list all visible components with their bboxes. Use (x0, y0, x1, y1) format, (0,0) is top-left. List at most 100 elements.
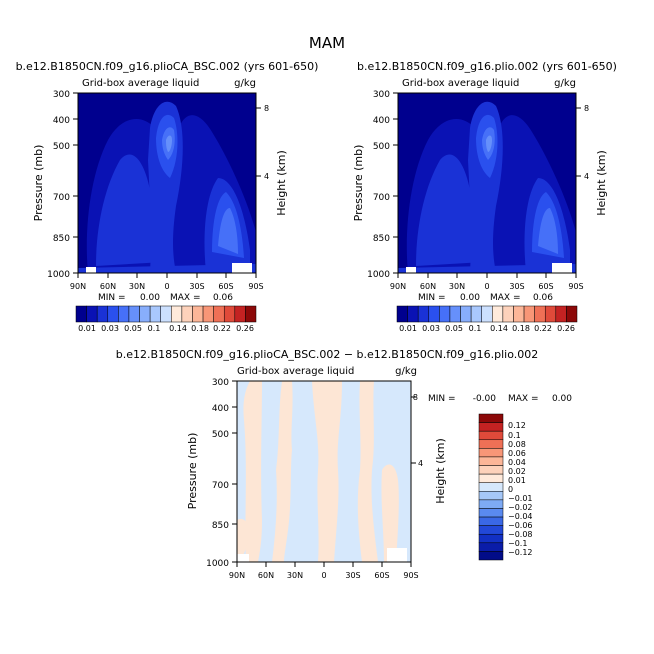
panel-1-xtick-90n: 90N (70, 282, 86, 291)
panel-3-colorbar-label: −0.04 (508, 512, 533, 521)
panel-1-ytick-1000: 1000 (47, 270, 70, 280)
colorbar-swatch (544, 305, 557, 323)
panel-2-title: b.e12.B1850CN.f09_g16.plio.002 (yrs 601-… (357, 60, 617, 73)
panel-3-subtitle-left: Grid-box average liquid (237, 366, 354, 377)
panel-3-colorbar-label: −0.1 (508, 539, 527, 548)
panel-1-colorbar (75, 305, 257, 323)
panel-2-ytick-500: 500 (373, 142, 390, 152)
panel-3-colorbar-label: −0.08 (508, 530, 533, 539)
panel-3-terrain-mask (387, 548, 407, 562)
panel-2-colorbar-label: 0.22 (534, 324, 552, 333)
colorbar-swatch (245, 305, 257, 323)
panel-2-subtitle-left: Grid-box average liquid (402, 78, 519, 89)
panel-3-contour-positive-band (272, 381, 293, 562)
panel-3-ytick-500: 500 (212, 430, 229, 440)
panel-2-terrain-mask (552, 263, 572, 273)
panel-3-colorbar-label: −0.06 (508, 521, 533, 530)
panel-1-terrain-mask (86, 267, 96, 273)
panel-3-contour-positive-band (312, 381, 342, 562)
panel-2-contour-level-3 (416, 154, 484, 266)
panel-1-xtick-0: 0 (164, 282, 169, 291)
panel-3-ticks (232, 380, 416, 567)
colorbar-swatch (534, 305, 546, 323)
panel-2-max-label: MAX = (490, 293, 521, 303)
panel-3-ytick-400: 400 (212, 404, 229, 414)
colorbar-swatch (202, 305, 214, 323)
panel-3: b.e12.B1850CN.f09_g16.plioCA_BSC.002 − b… (116, 348, 572, 580)
panel-2-min-value: 0.00 (460, 293, 480, 303)
panel-1-xtick-60n: 60N (100, 282, 116, 291)
colorbar-swatch (75, 305, 87, 323)
colorbar-swatch (478, 482, 504, 492)
colorbar-swatch (478, 491, 504, 501)
panel-1-ytick-700: 700 (53, 193, 70, 203)
colorbar-swatch (86, 305, 98, 323)
panel-2-colorbar-label: 0.14 (490, 324, 508, 333)
colorbar-swatch (492, 305, 504, 323)
panel-3-xtick-90s: 90S (403, 571, 418, 580)
colorbar-swatch (192, 305, 204, 323)
panel-3-ylabel: Pressure (mb) (186, 433, 199, 510)
panel-3-xtick-30n: 30N (287, 571, 303, 580)
panel-3-ylabel-right: Height (km) (434, 438, 447, 504)
panel-1-contour-level-3 (96, 154, 164, 266)
panel-3-colorbar (478, 413, 504, 561)
panel-1-max-value: 0.06 (213, 293, 233, 303)
panel-2-colorbar (396, 305, 578, 323)
colorbar-swatch (223, 305, 236, 323)
panel-2-colorbar-label: 0.01 (399, 324, 417, 333)
panel-2-subtitle-right: g/kg (554, 78, 576, 89)
colorbar-swatch (478, 551, 504, 561)
colorbar-swatch (478, 439, 504, 449)
colorbar-swatch (513, 305, 525, 323)
panel-2-colorbar-label: 0.26 (557, 324, 575, 333)
colorbar-swatch (407, 305, 419, 323)
panel-2-ticks (393, 92, 581, 278)
panel-1-subtitle-left: Grid-box average liquid (82, 78, 199, 89)
panel-2-ytick-right-8: 8 (584, 104, 589, 113)
panel-2-min-label: MIN = (418, 293, 446, 303)
colorbar-swatch (160, 305, 172, 323)
colorbar-swatch (107, 305, 119, 323)
panel-3-ytick-1000: 1000 (206, 559, 229, 569)
panel-3-colorbar-label: 0.08 (508, 440, 526, 449)
panel-3-colorbar-label: 0 (508, 485, 513, 494)
panel-3-colorbar-label: 0.06 (508, 449, 526, 458)
panel-3-ytick-right-8: 8 (413, 393, 418, 402)
panel-2-ylabel: Pressure (mb) (352, 145, 365, 222)
panel-2-ytick-right-4: 4 (584, 172, 589, 181)
panel-3-xtick-30s: 30S (345, 571, 360, 580)
panel-1-colorbar-label: 0.14 (169, 324, 187, 333)
panel-1-colorbar-label: 0.05 (124, 324, 142, 333)
colorbar-swatch (139, 305, 151, 323)
panel-2-terrain-mask (406, 267, 416, 273)
panel-2-contour-level-11 (398, 264, 576, 273)
colorbar-swatch (478, 422, 504, 432)
colorbar-swatch (481, 305, 493, 323)
colorbar-swatch (234, 305, 246, 323)
panel-3-contour-positive-band (381, 464, 399, 562)
panel-1-ytick-500: 500 (53, 142, 70, 152)
panel-1-ytick-300: 300 (53, 90, 70, 100)
panel-3-title: b.e12.B1850CN.f09_g16.plioCA_BSC.002 − b… (116, 348, 538, 361)
colorbar-swatch (128, 305, 140, 323)
panel-1-colorbar-label: 0.01 (78, 324, 96, 333)
panel-1-ytick-right-8: 8 (264, 104, 269, 113)
colorbar-swatch (396, 305, 408, 323)
colorbar-swatch (478, 456, 504, 466)
panel-1-colorbar-label: 0.03 (101, 324, 119, 333)
panel-3-contour-positive-band (357, 381, 378, 562)
panel-2-xtick-90n: 90N (390, 282, 406, 291)
panel-2-colorbar-label: 0.05 (445, 324, 463, 333)
colorbar-swatch (478, 516, 504, 526)
panel-3-colorbar-label: 0.04 (508, 458, 526, 467)
colorbar-swatch (523, 305, 535, 323)
panel-3-max-label: MAX = (508, 394, 539, 404)
panel-2-xtick-60s: 60S (538, 282, 553, 291)
panel-3-contour-positive-band (243, 381, 262, 562)
colorbar-swatch (181, 305, 193, 323)
colorbar-swatch (439, 305, 451, 323)
colorbar-swatch (470, 305, 482, 323)
panel-1-title: b.e12.B1850CN.f09_g16.plioCA_BSC.002 (yr… (16, 60, 319, 73)
